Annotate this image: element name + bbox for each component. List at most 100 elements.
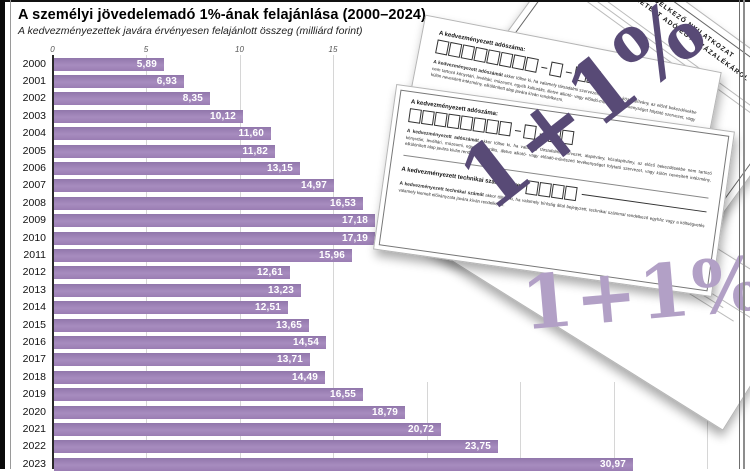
tax-forms-illustration: RENDELKEZŐ NYILATKOZAT A BEFIZETETT ADÓ … [373, 0, 750, 431]
bar-value-label: 8,35 [182, 93, 203, 105]
bar-row: 2023 30,97 [0, 457, 750, 471]
bar: 20,72 [54, 422, 441, 436]
bar-row: 2000 5,89 [0, 57, 750, 71]
digit-box [524, 56, 539, 73]
digit-box [420, 109, 435, 126]
digit-box [446, 113, 461, 130]
year-label: 2017 [22, 353, 46, 366]
bar-value-label: 13,65 [275, 319, 302, 331]
bar-row: 2002 8,35 [0, 92, 750, 106]
bar-value-label: 13,71 [276, 354, 303, 366]
bar: 13,15 [54, 161, 300, 175]
year-label: 2003 [22, 109, 46, 122]
bar: 11,82 [54, 144, 275, 158]
bar: 17,19 [54, 231, 375, 245]
bar-row: 2010 17,19 [0, 231, 750, 245]
chart-subtitle: A kedvezményezettek javára érvényesen fe… [18, 25, 363, 37]
year-label: 2014 [22, 301, 46, 314]
gridline [520, 382, 521, 469]
bar-row: 2014 12,51 [0, 301, 750, 315]
bar-value-label: 23,75 [464, 441, 491, 453]
bar-value-label: 17,19 [341, 232, 368, 244]
bar-value-label: 14,49 [291, 371, 318, 383]
bar-row: 2004 11,60 [0, 127, 750, 141]
digit-box [433, 111, 448, 128]
year-label: 2016 [22, 335, 46, 348]
bar-row: 2009 17,18 [0, 214, 750, 228]
one-plus-one-percent-light-text: 1+1% [518, 240, 750, 348]
bar-value-label: 10,12 [209, 110, 236, 122]
bar: 13,71 [54, 353, 310, 367]
bar-row: 2008 16,53 [0, 196, 750, 210]
bar: 11,60 [54, 127, 271, 141]
bar: 17,18 [54, 214, 375, 228]
bar-row: 2019 16,55 [0, 388, 750, 402]
bar-row: 2022 23,75 [0, 440, 750, 454]
year-label: 2019 [22, 388, 46, 401]
bar-value-label: 11,82 [242, 145, 268, 157]
y-axis-line [52, 55, 54, 469]
frame-left-black-bar [0, 0, 5, 469]
bar-value-label: 5,89 [136, 58, 157, 70]
frame-left-border-line [10, 0, 11, 469]
bar-row: 2017 13,71 [0, 353, 750, 367]
bar-row: 2003 10,12 [0, 109, 750, 123]
year-label: 2022 [22, 440, 46, 453]
bar-value-label: 20,72 [407, 423, 434, 435]
year-label: 2015 [22, 318, 46, 331]
bar: 14,54 [54, 335, 326, 349]
bar-value-label: 14,97 [300, 180, 327, 192]
bar-value-label: 12,61 [256, 267, 283, 279]
digit-box [563, 185, 578, 201]
year-label: 2021 [22, 422, 46, 435]
bar: 10,12 [54, 109, 243, 123]
frame-top-edge [0, 0, 750, 2]
bar-value-label: 18,79 [371, 406, 398, 418]
bar-value-label: 16,55 [329, 389, 356, 401]
bar-value-label: 14,54 [292, 336, 319, 348]
x-axis-tick-label: 10 [235, 45, 244, 54]
bar-row: 2005 11,82 [0, 144, 750, 158]
bar-row: 2016 14,54 [0, 335, 750, 349]
bar-value-label: 13,15 [266, 162, 293, 174]
bar-value-label: 15,96 [318, 249, 345, 261]
year-label: 2020 [22, 405, 46, 418]
digit-box [408, 108, 422, 124]
bar: 18,79 [54, 405, 405, 419]
bar: 15,96 [54, 248, 352, 262]
bar: 16,55 [54, 388, 363, 402]
year-label: 2006 [22, 161, 46, 174]
bar-row: 2018 14,49 [0, 370, 750, 384]
year-label: 2018 [22, 370, 46, 383]
bar-value-label: 17,18 [341, 215, 368, 227]
bar: 14,97 [54, 179, 334, 193]
bar-row: 2007 14,97 [0, 179, 750, 193]
year-label: 2010 [22, 231, 46, 244]
bar-row: 2001 6,93 [0, 74, 750, 88]
year-label: 2008 [22, 196, 46, 209]
year-label: 2007 [22, 179, 46, 192]
bar: 12,61 [54, 266, 290, 280]
frame-right-border-line-inner [739, 0, 740, 469]
bar-row: 2006 13,15 [0, 161, 750, 175]
bar-value-label: 13,23 [267, 284, 294, 296]
bar: 16,53 [54, 196, 363, 210]
bar: 5,89 [54, 57, 164, 71]
bar: 30,97 [54, 457, 633, 471]
year-label: 2013 [22, 283, 46, 296]
bar: 13,65 [54, 318, 309, 332]
bar-row: 2013 13,23 [0, 283, 750, 297]
chart-title: A személyi jövedelemadó 1%-ának felajánl… [18, 7, 426, 23]
bar-value-label: 6,93 [156, 75, 177, 87]
gridline [239, 55, 241, 469]
year-label: 2002 [22, 92, 46, 105]
frame-right-border-line-outer [743, 0, 745, 469]
gridline [333, 55, 334, 469]
bar: 14,49 [54, 370, 325, 384]
year-label: 2009 [22, 214, 46, 227]
year-label: 2011 [23, 248, 46, 261]
bar-row: 2021 20,72 [0, 422, 750, 436]
year-label: 2005 [22, 144, 46, 157]
bar-value-label: 30,97 [599, 458, 626, 470]
